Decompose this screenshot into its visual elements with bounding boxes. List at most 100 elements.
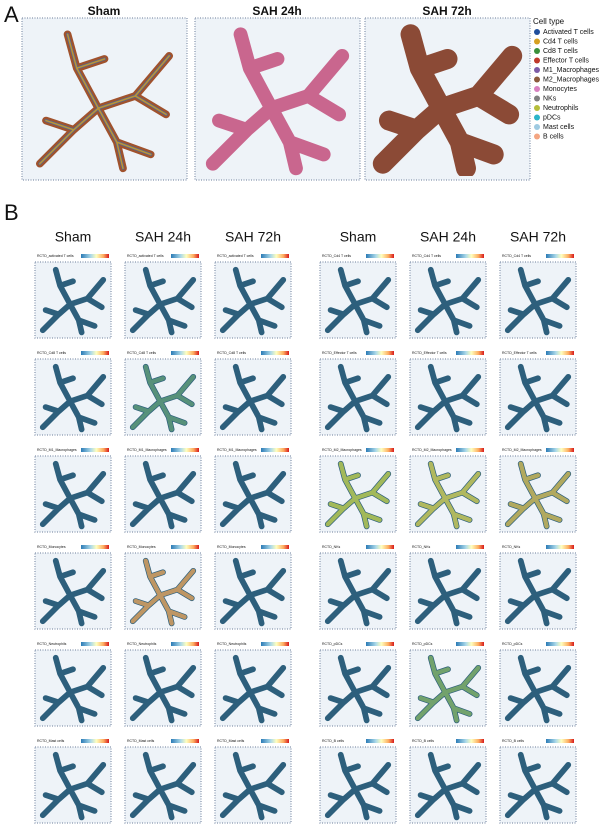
- slide-frame: [499, 649, 577, 727]
- plot-title: RCTD_pDCs: [502, 642, 523, 646]
- plot-title: RCTD_pDCs: [322, 642, 343, 646]
- panel-label: B: [4, 200, 19, 225]
- legend-dot: [534, 29, 540, 35]
- column-header: Sham: [55, 229, 92, 245]
- plot-title: RCTD_M1_Macrophages: [127, 448, 167, 452]
- plot-title: RCTD_NKs: [502, 545, 521, 549]
- colorbar: [261, 254, 289, 258]
- colorbar: [81, 254, 109, 258]
- colorbar: [171, 739, 199, 743]
- image-title: SAH 72h: [422, 4, 471, 18]
- colorbar: [546, 448, 574, 452]
- legend-label: Cd4 T cells: [543, 38, 578, 45]
- plot-title: RCTD_Cd4 T cells: [502, 254, 531, 258]
- legend-label: B cells: [543, 133, 564, 140]
- legend-label: M2_Macrophages: [543, 76, 600, 83]
- colorbar: [366, 448, 394, 452]
- colorbar: [81, 545, 109, 549]
- legend-dot: [534, 38, 540, 45]
- colorbar: [456, 351, 484, 355]
- colorbar: [366, 642, 394, 646]
- image-title: Sham: [88, 4, 121, 18]
- plot-title: RCTD_Neutrophils: [37, 642, 67, 646]
- colorbar: [366, 739, 394, 743]
- colorbar: [81, 739, 109, 743]
- panel-label: A: [4, 2, 19, 27]
- plot-title: RCTD_activated T cells: [127, 254, 164, 258]
- colorbar: [366, 545, 394, 549]
- legend-dot: [534, 67, 540, 73]
- colorbar: [546, 351, 574, 355]
- plot-title: RCTD_activated T cells: [217, 254, 254, 258]
- legend-dot: [534, 133, 540, 140]
- legend-label: Effector T cells: [543, 57, 589, 64]
- plot-title: RCTD_NKs: [322, 545, 341, 549]
- colorbar: [546, 642, 574, 646]
- plot-title: RCTD_Cd8 T cells: [127, 351, 156, 355]
- plot-title: RCTD_M2_Macrophages: [322, 448, 362, 452]
- plot-title: RCTD_B cells: [502, 739, 524, 743]
- colorbar: [261, 642, 289, 646]
- colorbar: [81, 448, 109, 452]
- colorbar: [546, 254, 574, 258]
- colorbar: [366, 351, 394, 355]
- legend-dot: [534, 105, 540, 111]
- image-title: SAH 24h: [252, 4, 301, 18]
- column-header: SAH 24h: [420, 229, 476, 245]
- legend-dot: [534, 86, 540, 92]
- plot-title: RCTD_Effector T cells: [412, 351, 447, 355]
- legend-label: Activated T cells: [543, 29, 594, 36]
- plot-title: RCTD_Cd8 T cells: [217, 351, 246, 355]
- plot-title: RCTD_M1_Macrophages: [37, 448, 77, 452]
- colorbar: [546, 739, 574, 743]
- legend-label: Mast cells: [543, 124, 575, 131]
- colorbar: [456, 642, 484, 646]
- plot-title: RCTD_Cd8 T cells: [37, 351, 66, 355]
- colorbar: [261, 739, 289, 743]
- legend-label: Cd8 T cells: [543, 48, 578, 55]
- column-header: Sham: [340, 229, 377, 245]
- plot-title: RCTD_M2_Macrophages: [502, 448, 542, 452]
- plot-title: RCTD_activated T cells: [37, 254, 74, 258]
- legend-label: NKs: [543, 95, 557, 102]
- colorbar: [81, 642, 109, 646]
- plot-title: RCTD_Neutrophils: [127, 642, 157, 646]
- colorbar: [456, 739, 484, 743]
- colorbar: [546, 545, 574, 549]
- colorbar: [261, 545, 289, 549]
- plot-title: RCTD_Effector T cells: [322, 351, 357, 355]
- colorbar: [171, 642, 199, 646]
- plot-title: RCTD_Mast cells: [217, 739, 244, 743]
- colorbar: [81, 351, 109, 355]
- colorbar: [171, 448, 199, 452]
- colorbar: [456, 254, 484, 258]
- legend-dot: [534, 57, 540, 64]
- plot-title: RCTD_Monocytes: [217, 545, 246, 549]
- legend-dot: [534, 124, 540, 130]
- column-header: SAH 24h: [135, 229, 191, 245]
- plot-title: RCTD_Mast cells: [127, 739, 154, 743]
- plot-title: RCTD_Monocytes: [127, 545, 156, 549]
- legend-dot: [534, 48, 540, 54]
- plot-title: RCTD_pDCs: [412, 642, 433, 646]
- plot-title: RCTD_Cd4 T cells: [412, 254, 441, 258]
- colorbar: [456, 448, 484, 452]
- legend-dot: [534, 76, 540, 83]
- colorbar: [171, 351, 199, 355]
- plot-title: RCTD_B cells: [412, 739, 434, 743]
- colorbar: [171, 545, 199, 549]
- plot-title: RCTD_Neutrophils: [217, 642, 247, 646]
- column-header: SAH 72h: [510, 229, 566, 245]
- legend-label: pDCs: [543, 114, 561, 121]
- plot-title: RCTD_M2_Macrophages: [412, 448, 452, 452]
- column-header: SAH 72h: [225, 229, 281, 245]
- plot-title: RCTD_NKs: [412, 545, 431, 549]
- legend-label: Neutrophils: [543, 105, 579, 112]
- plot-title: RCTD_Cd4 T cells: [322, 254, 351, 258]
- colorbar: [171, 254, 199, 258]
- legend-title: Cell type: [533, 17, 565, 26]
- plot-title: RCTD_Effector T cells: [502, 351, 537, 355]
- colorbar: [261, 351, 289, 355]
- plot-title: RCTD_B cells: [322, 739, 344, 743]
